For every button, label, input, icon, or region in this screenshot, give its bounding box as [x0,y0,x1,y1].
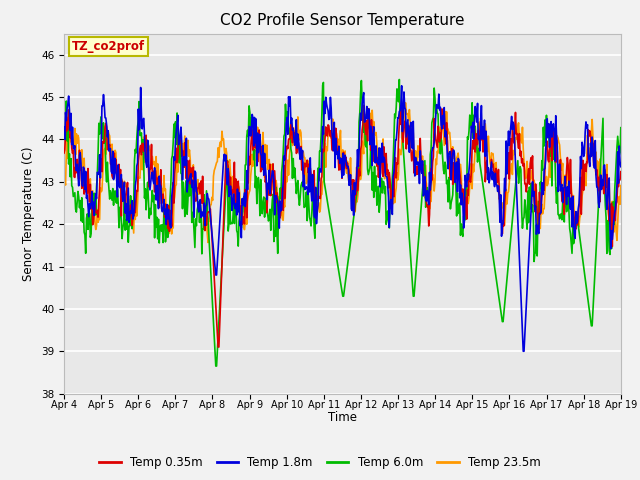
Text: TZ_co2prof: TZ_co2prof [72,40,145,53]
Title: CO2 Profile Sensor Temperature: CO2 Profile Sensor Temperature [220,13,465,28]
Legend: Temp 0.35m, Temp 1.8m, Temp 6.0m, Temp 23.5m: Temp 0.35m, Temp 1.8m, Temp 6.0m, Temp 2… [95,452,545,474]
X-axis label: Time: Time [328,411,357,424]
Y-axis label: Senor Temperature (C): Senor Temperature (C) [22,146,35,281]
